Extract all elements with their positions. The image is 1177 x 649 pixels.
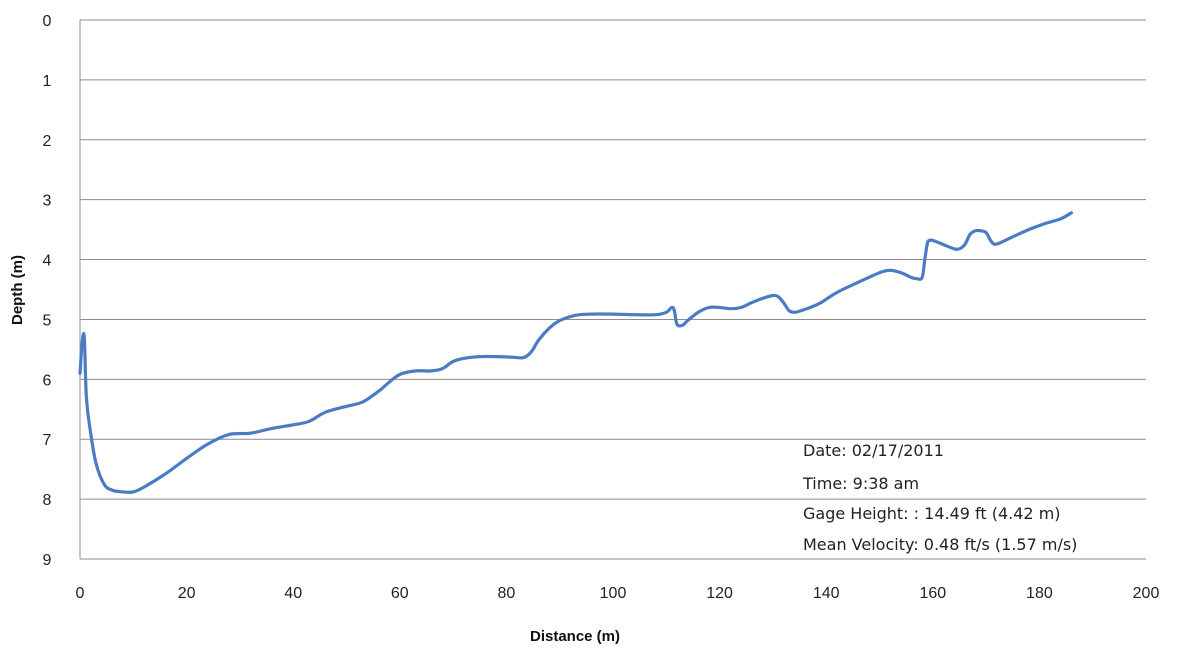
x-tick-label-200: 200 <box>1133 585 1160 602</box>
annotation-date: Date: 02/17/2011 <box>803 441 944 460</box>
y-axis-title: Depth (m) <box>9 255 26 325</box>
gridlines <box>79 19 1146 560</box>
series-layer <box>78 211 1073 494</box>
y-axis-ticks: 0 1 2 3 4 5 6 7 8 9 <box>43 13 52 569</box>
x-axis-title: Distance (m) <box>530 628 620 645</box>
y-tick-label-2: 2 <box>43 133 52 150</box>
x-tick-label-0: 0 <box>76 585 85 602</box>
x-tick-label-100: 100 <box>600 585 627 602</box>
annotation-time: Time: 9:38 am <box>802 474 919 493</box>
series-line-0 <box>78 211 1073 494</box>
y-tick-label-1: 1 <box>43 73 52 90</box>
annotation-box: Date: 02/17/2011 Time: 9:38 am Gage Heig… <box>802 441 1077 554</box>
y-tick-label-5: 5 <box>43 312 52 329</box>
annotation-mean-velocity: Mean Velocity: 0.48 ft/s (1.57 m/s) <box>803 535 1077 554</box>
x-tick-label-140: 140 <box>813 585 840 602</box>
x-tick-label-180: 180 <box>1026 585 1053 602</box>
y-tick-label-7: 7 <box>43 432 52 449</box>
x-tick-label-60: 60 <box>391 585 409 602</box>
x-tick-label-20: 20 <box>178 585 196 602</box>
y-tick-label-6: 6 <box>43 372 52 389</box>
annotation-gage-height: Gage Height: : 14.49 ft (4.42 m) <box>803 504 1061 523</box>
y-tick-label-9: 9 <box>43 552 52 569</box>
x-tick-label-40: 40 <box>284 585 302 602</box>
y-tick-label-8: 8 <box>43 492 52 509</box>
x-tick-label-120: 120 <box>706 585 733 602</box>
y-tick-label-0: 0 <box>43 13 52 30</box>
y-tick-label-4: 4 <box>43 253 52 270</box>
x-tick-label-160: 160 <box>919 585 946 602</box>
y-tick-label-3: 3 <box>43 193 52 210</box>
x-axis-ticks: 0 20 40 60 80 100 120 140 160 180 200 <box>76 585 1160 602</box>
x-tick-label-80: 80 <box>498 585 516 602</box>
